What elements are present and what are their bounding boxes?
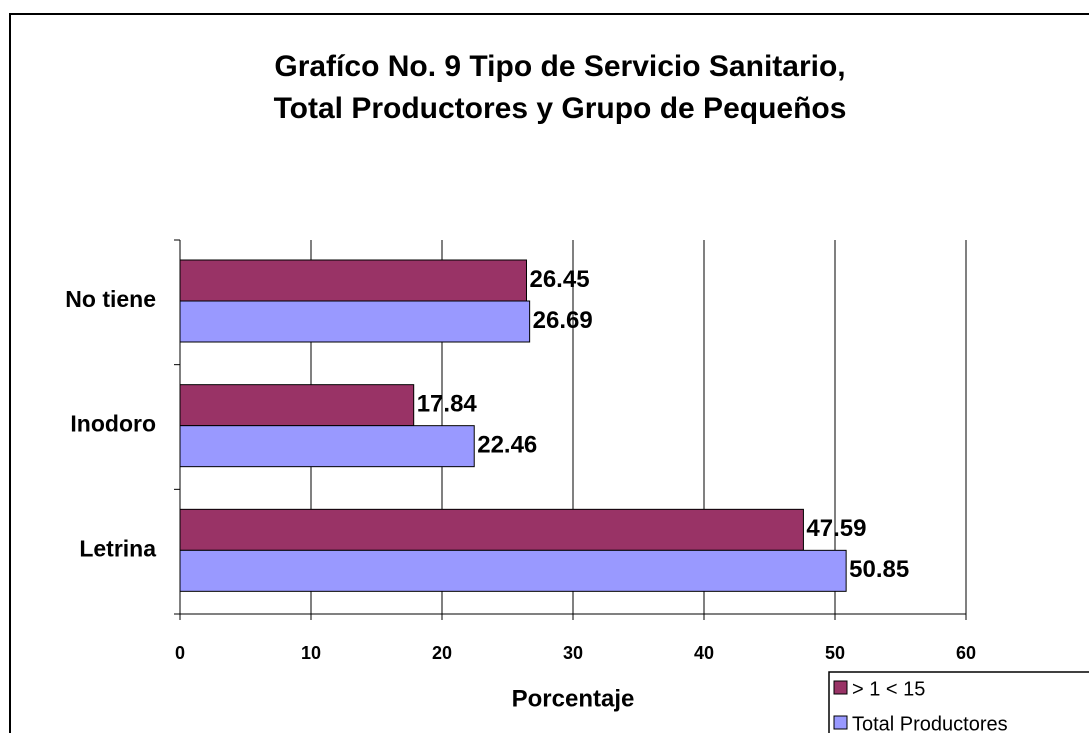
chart-title: Total Productores y Grupo de Pequeños (274, 92, 847, 125)
legend-swatch (833, 715, 848, 730)
x-tick-label: 40 (694, 643, 714, 663)
bar (179, 549, 847, 592)
data-label: 26.45 (529, 266, 589, 293)
x-tick-label: 20 (432, 643, 452, 663)
chart-title: Grafíco No. 9 Tipo de Servicio Sanitario… (274, 50, 845, 83)
y-tick-label: Letrina (79, 535, 156, 561)
x-tick-label: 10 (301, 643, 321, 663)
x-tick-label: 0 (175, 643, 185, 663)
bar (179, 384, 415, 427)
x-axis-title: Porcentaje (512, 685, 635, 712)
y-tick-label: Inodoro (70, 411, 156, 437)
legend-box (828, 671, 1089, 733)
data-label: 17.84 (417, 391, 478, 418)
chart-border (9, 13, 1089, 733)
bar (179, 425, 475, 468)
x-tick-label: 50 (825, 643, 845, 663)
x-tick-label: 30 (563, 643, 583, 663)
data-label: 47.59 (806, 515, 866, 542)
bar (179, 259, 527, 302)
data-label: 50.85 (849, 556, 909, 583)
bar (179, 508, 804, 551)
legend-swatch (833, 680, 848, 695)
x-tick-label: 60 (956, 643, 976, 663)
data-label: 26.69 (533, 307, 593, 334)
legend-label: > 1 < 15 (852, 678, 925, 700)
data-label: 22.46 (477, 432, 537, 459)
y-tick-label: No tiene (65, 286, 156, 312)
legend-label: Total Productores (852, 713, 1008, 733)
bar (179, 300, 531, 343)
